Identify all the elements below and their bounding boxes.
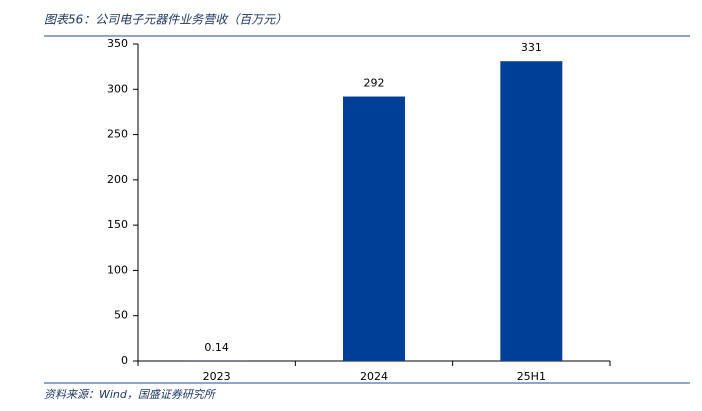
y-tick-label: 150 bbox=[107, 218, 128, 231]
data-label: 292 bbox=[364, 77, 385, 90]
y-tick-label: 0 bbox=[121, 354, 128, 367]
data-label: 0.14 bbox=[204, 341, 229, 354]
y-tick-label: 300 bbox=[107, 82, 128, 95]
source-note: 资料来源：Wind，国盛证券研究所 bbox=[44, 388, 217, 401]
y-tick-label: 200 bbox=[107, 173, 128, 186]
y-tick-label: 100 bbox=[107, 263, 128, 276]
bar bbox=[500, 61, 563, 362]
x-tick-label: 25H1 bbox=[517, 370, 546, 383]
x-tick-label: 2023 bbox=[203, 370, 231, 383]
data-label: 331 bbox=[521, 41, 542, 54]
x-tick-label: 2024 bbox=[360, 370, 388, 383]
bar bbox=[343, 96, 405, 361]
y-tick-label: 350 bbox=[107, 37, 128, 50]
chart-title: 图表56：公司电子元器件业务营收（百万元） bbox=[44, 13, 287, 27]
y-tick-label: 50 bbox=[114, 309, 128, 322]
y-tick-label: 250 bbox=[107, 128, 128, 141]
